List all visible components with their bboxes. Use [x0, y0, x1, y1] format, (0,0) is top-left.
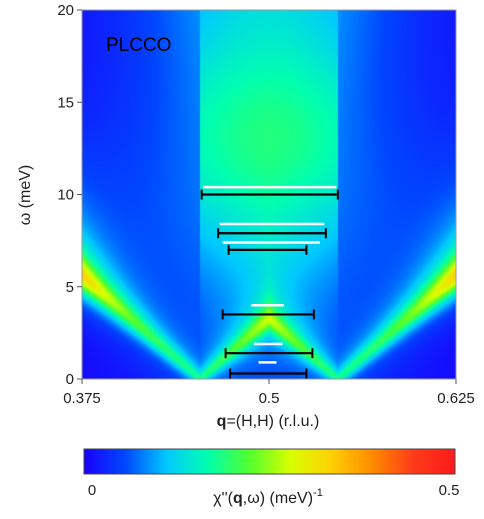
- colorbar-label-exponent: -1: [313, 487, 323, 499]
- colorbar-bar: [83, 448, 456, 475]
- x-axis-label-rest: =(H,H) (r.l.u.): [226, 413, 319, 430]
- error-bar: [227, 244, 308, 255]
- y-tick-label: 0: [66, 371, 74, 388]
- colorbar: 0 0.5 χ''(q,ω) (meV)-1: [83, 448, 460, 507]
- heatmap-panel: PLCCO: [81, 9, 457, 380]
- colorbar-label-prefix: χ''(: [213, 490, 234, 507]
- error-bar: [229, 368, 308, 379]
- white-lines-group: [203, 185, 337, 364]
- y-axis-label: ω (meV): [17, 165, 34, 226]
- x-axis-ticks: 0.375 0.5 0.625: [63, 379, 475, 407]
- x-tick-label: 0.5: [259, 390, 280, 407]
- y-tick-label: 15: [57, 94, 74, 111]
- colorbar-label-bold: q: [233, 490, 243, 507]
- x-axis-label: q=(H,H) (r.l.u.): [217, 413, 320, 430]
- error-bars-group: [200, 189, 339, 379]
- error-bar: [200, 189, 339, 200]
- error-bar: [224, 348, 314, 359]
- error-bar: [221, 309, 315, 320]
- colorbar-label-suffix: ,ω) (meV): [243, 490, 313, 507]
- colorbar-max-label: 0.5: [439, 482, 460, 499]
- x-tick-label: 0.625: [437, 390, 475, 407]
- x-tick-label: 0.375: [63, 390, 101, 407]
- y-axis-ticks: 0 5 10 15 20: [57, 2, 82, 388]
- x-axis-label-bold: q: [217, 413, 227, 430]
- y-tick-label: 5: [66, 279, 74, 296]
- colorbar-min-label: 0: [88, 482, 96, 499]
- y-tick-label: 10: [57, 187, 74, 204]
- error-bar: [217, 228, 327, 239]
- y-tick-label: 20: [57, 2, 74, 19]
- panel-label: PLCCO: [106, 35, 171, 56]
- colorbar-label: χ''(q,ω) (meV)-1: [213, 487, 323, 507]
